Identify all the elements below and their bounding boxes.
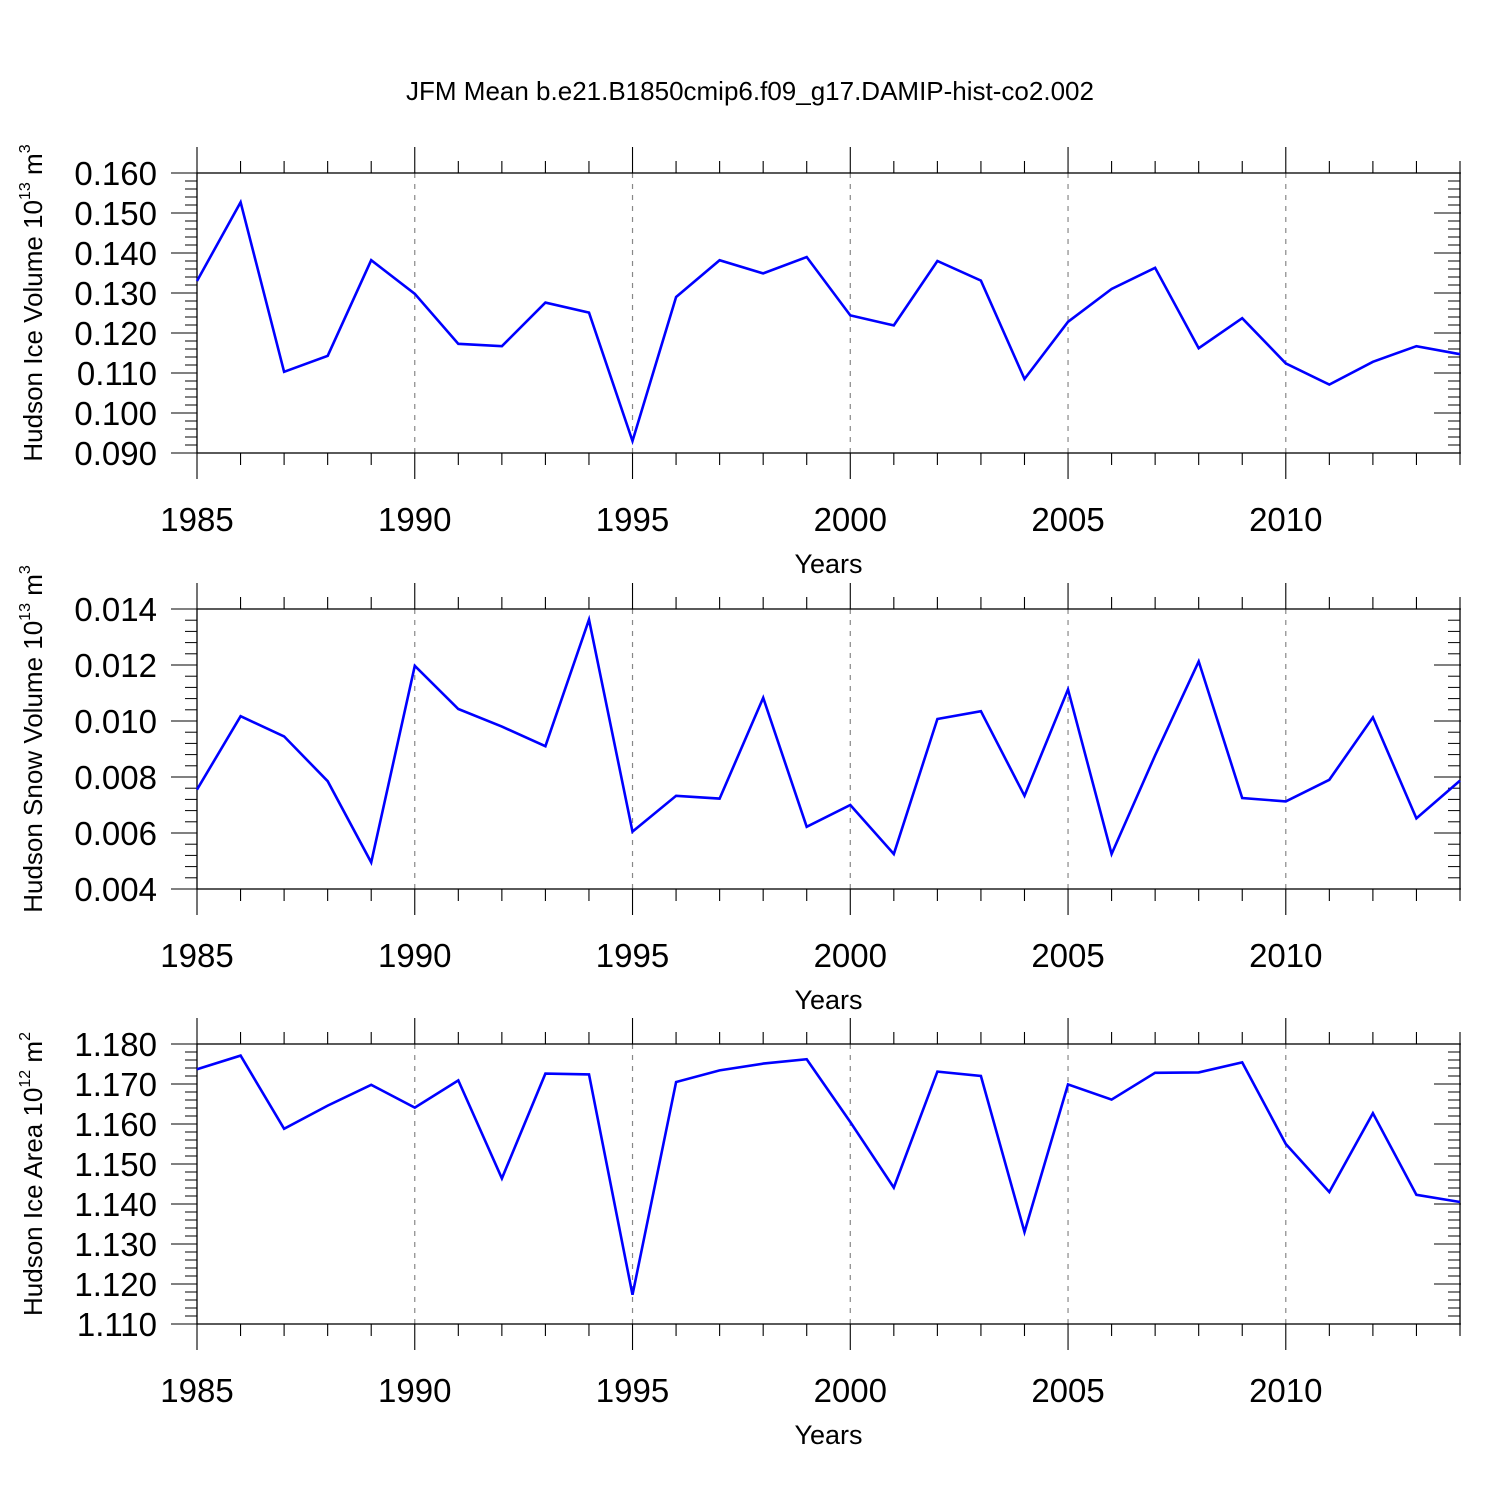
y-tick-label: 1.150 <box>74 1146 157 1183</box>
y-tick-label: 0.130 <box>74 275 157 312</box>
x-tick-label: 2005 <box>1031 501 1104 538</box>
y-tick-label: 0.008 <box>74 759 157 796</box>
y-tick-label: 0.150 <box>74 195 157 232</box>
x-tick-label: 1985 <box>160 501 233 538</box>
y-axis-label: Hudson Ice Volume 1013 m3 <box>17 144 48 461</box>
y-tick-label: 1.140 <box>74 1186 157 1223</box>
y-tick-label: 0.090 <box>74 435 157 472</box>
panel-3: 1.1101.1201.1301.1401.1501.1601.1701.180… <box>17 1018 1461 1450</box>
y-tick-label: 1.110 <box>77 1306 157 1343</box>
x-axis-label: Years <box>794 1420 862 1450</box>
x-axis-label: Years <box>794 985 862 1015</box>
y-tick-label: 1.130 <box>74 1226 157 1263</box>
x-tick-label: 1995 <box>596 937 669 974</box>
x-tick-label: 2005 <box>1031 937 1104 974</box>
x-tick-label: 2010 <box>1249 937 1322 974</box>
x-tick-label: 1985 <box>160 937 233 974</box>
y-tick-label: 0.012 <box>74 647 157 684</box>
x-tick-label: 2010 <box>1249 501 1322 538</box>
y-tick-label: 0.004 <box>74 871 157 908</box>
x-tick-label: 1990 <box>378 937 451 974</box>
y-tick-label: 1.160 <box>74 1106 157 1143</box>
series-line <box>195 198 1461 446</box>
x-tick-label: 2010 <box>1249 1372 1322 1409</box>
x-tick-label: 1990 <box>378 501 451 538</box>
panels: 0.0900.1000.1100.1200.1300.1400.1500.160… <box>17 144 1461 1450</box>
y-tick-label: 0.100 <box>74 395 157 432</box>
x-tick-label: 2005 <box>1031 1372 1104 1409</box>
plot-frame <box>196 608 1461 890</box>
x-tick-label: 1990 <box>378 1372 451 1409</box>
x-tick-label: 1995 <box>596 1372 669 1409</box>
x-tick-label: 2000 <box>814 1372 887 1409</box>
x-tick-label: 2000 <box>814 937 887 974</box>
y-tick-label: 0.014 <box>74 591 157 628</box>
x-axis-label: Years <box>794 549 862 579</box>
plot-frame <box>196 172 1461 454</box>
y-axis-label: Hudson Snow Volume 1013 m3 <box>17 565 48 913</box>
y-tick-label: 0.010 <box>74 703 157 740</box>
y-tick-label: 0.160 <box>74 155 157 192</box>
series-line <box>196 1054 1461 1296</box>
series-line <box>195 614 1461 867</box>
x-tick-label: 2000 <box>814 501 887 538</box>
y-tick-label: 1.170 <box>74 1066 157 1103</box>
y-tick-label: 0.006 <box>74 815 157 852</box>
y-axis-label: Hudson Ice Area 1012 m2 <box>17 1032 48 1316</box>
x-tick-label: 1985 <box>160 1372 233 1409</box>
y-tick-label: 0.140 <box>74 235 157 272</box>
figure-title: JFM Mean b.e21.B1850cmip6.f09_g17.DAMIP-… <box>406 76 1094 106</box>
y-tick-label: 0.110 <box>77 355 157 392</box>
x-tick-label: 1995 <box>596 501 669 538</box>
plot-frame <box>196 1043 1461 1325</box>
panel-1: 0.0900.1000.1100.1200.1300.1400.1500.160… <box>17 144 1461 579</box>
y-tick-label: 1.180 <box>74 1026 157 1063</box>
panel-2: 0.004 0.006 0.008 0.010 0.012 0.014 1985 1990 19… <box>17 565 1461 1015</box>
y-tick-label: 0.120 <box>74 315 157 352</box>
y-tick-label: 1.120 <box>74 1266 157 1303</box>
